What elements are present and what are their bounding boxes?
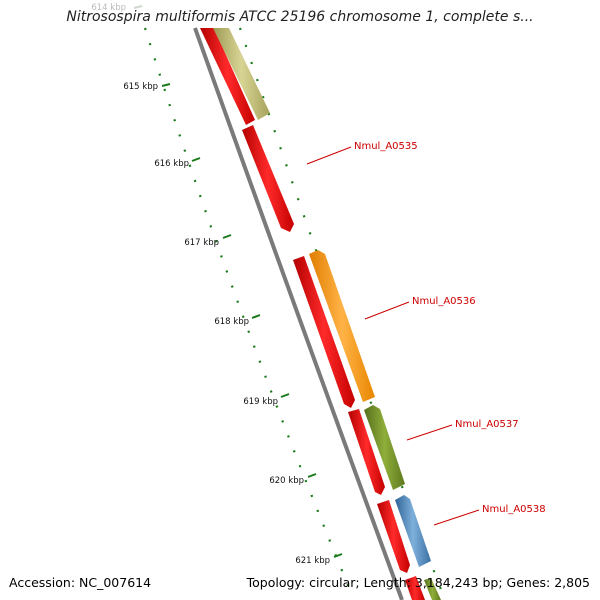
tick-mark: [280, 393, 290, 398]
tick-label: 616 kbp: [154, 159, 189, 169]
forward-gene-khaki: [213, 28, 270, 120]
forward-gene-orange: [309, 250, 375, 402]
tick-mark: [251, 314, 261, 319]
forward-gene-olive: [364, 405, 405, 490]
gene-label-leaders: [306, 146, 480, 526]
leader-line: [306, 146, 352, 165]
forward-strand-genes: [213, 28, 441, 600]
gene-label-nmul-a0535[interactable]: Nmul_A0535: [354, 141, 418, 152]
tick-marks: [133, 5, 343, 558]
tick-mark: [307, 473, 317, 478]
gene-label-nmul-a0537[interactable]: Nmul_A0537: [455, 419, 519, 430]
reverse-gene: [293, 256, 355, 408]
reverse-gene: [348, 409, 385, 495]
tick-mark: [133, 5, 143, 9]
forward-gene-olive: [424, 578, 441, 600]
leader-line: [406, 424, 453, 441]
map-title: Nitrosospira multiformis ATCC 25196 chro…: [66, 9, 534, 25]
tick-labels: 614 kbp 615 kbp 616 kbp 617 kbp 618 kbp …: [91, 3, 330, 566]
reverse-gene: [377, 500, 410, 573]
gene-label-nmul-a0536[interactable]: Nmul_A0536: [412, 296, 476, 307]
tick-label: 617 kbp: [184, 238, 219, 248]
tick-mark: [191, 157, 201, 162]
reverse-gene: [405, 576, 425, 600]
forward-gene-blue: [395, 495, 431, 567]
reverse-gene: [242, 125, 294, 232]
tick-track-inner: [143, 27, 352, 591]
topology-summary: Topology: circular; Length: 3,184,243 bp…: [246, 575, 590, 590]
tick-label: 619 kbp: [243, 397, 278, 407]
gene-labels: Nmul_A0535 Nmul_A0536 Nmul_A0537 Nmul_A0…: [354, 141, 546, 515]
tick-mark: [222, 234, 232, 239]
reverse-gene: [200, 28, 255, 125]
tick-label: 620 kbp: [269, 476, 304, 486]
tick-label: 618 kbp: [214, 317, 249, 327]
leader-line: [364, 301, 410, 320]
tick-label: 615 kbp: [123, 82, 158, 92]
tick-mark: [161, 83, 171, 87]
accession-text: Accession: NC_007614: [9, 575, 152, 590]
tick-label: 621 kbp: [295, 556, 330, 566]
reverse-strand-genes: [200, 28, 425, 600]
leader-line: [433, 509, 480, 526]
tick-mark: [333, 553, 343, 558]
tick-label: 614 kbp: [91, 3, 126, 13]
gene-label-nmul-a0538[interactable]: Nmul_A0538: [482, 504, 546, 515]
backbone: [193, 27, 404, 600]
